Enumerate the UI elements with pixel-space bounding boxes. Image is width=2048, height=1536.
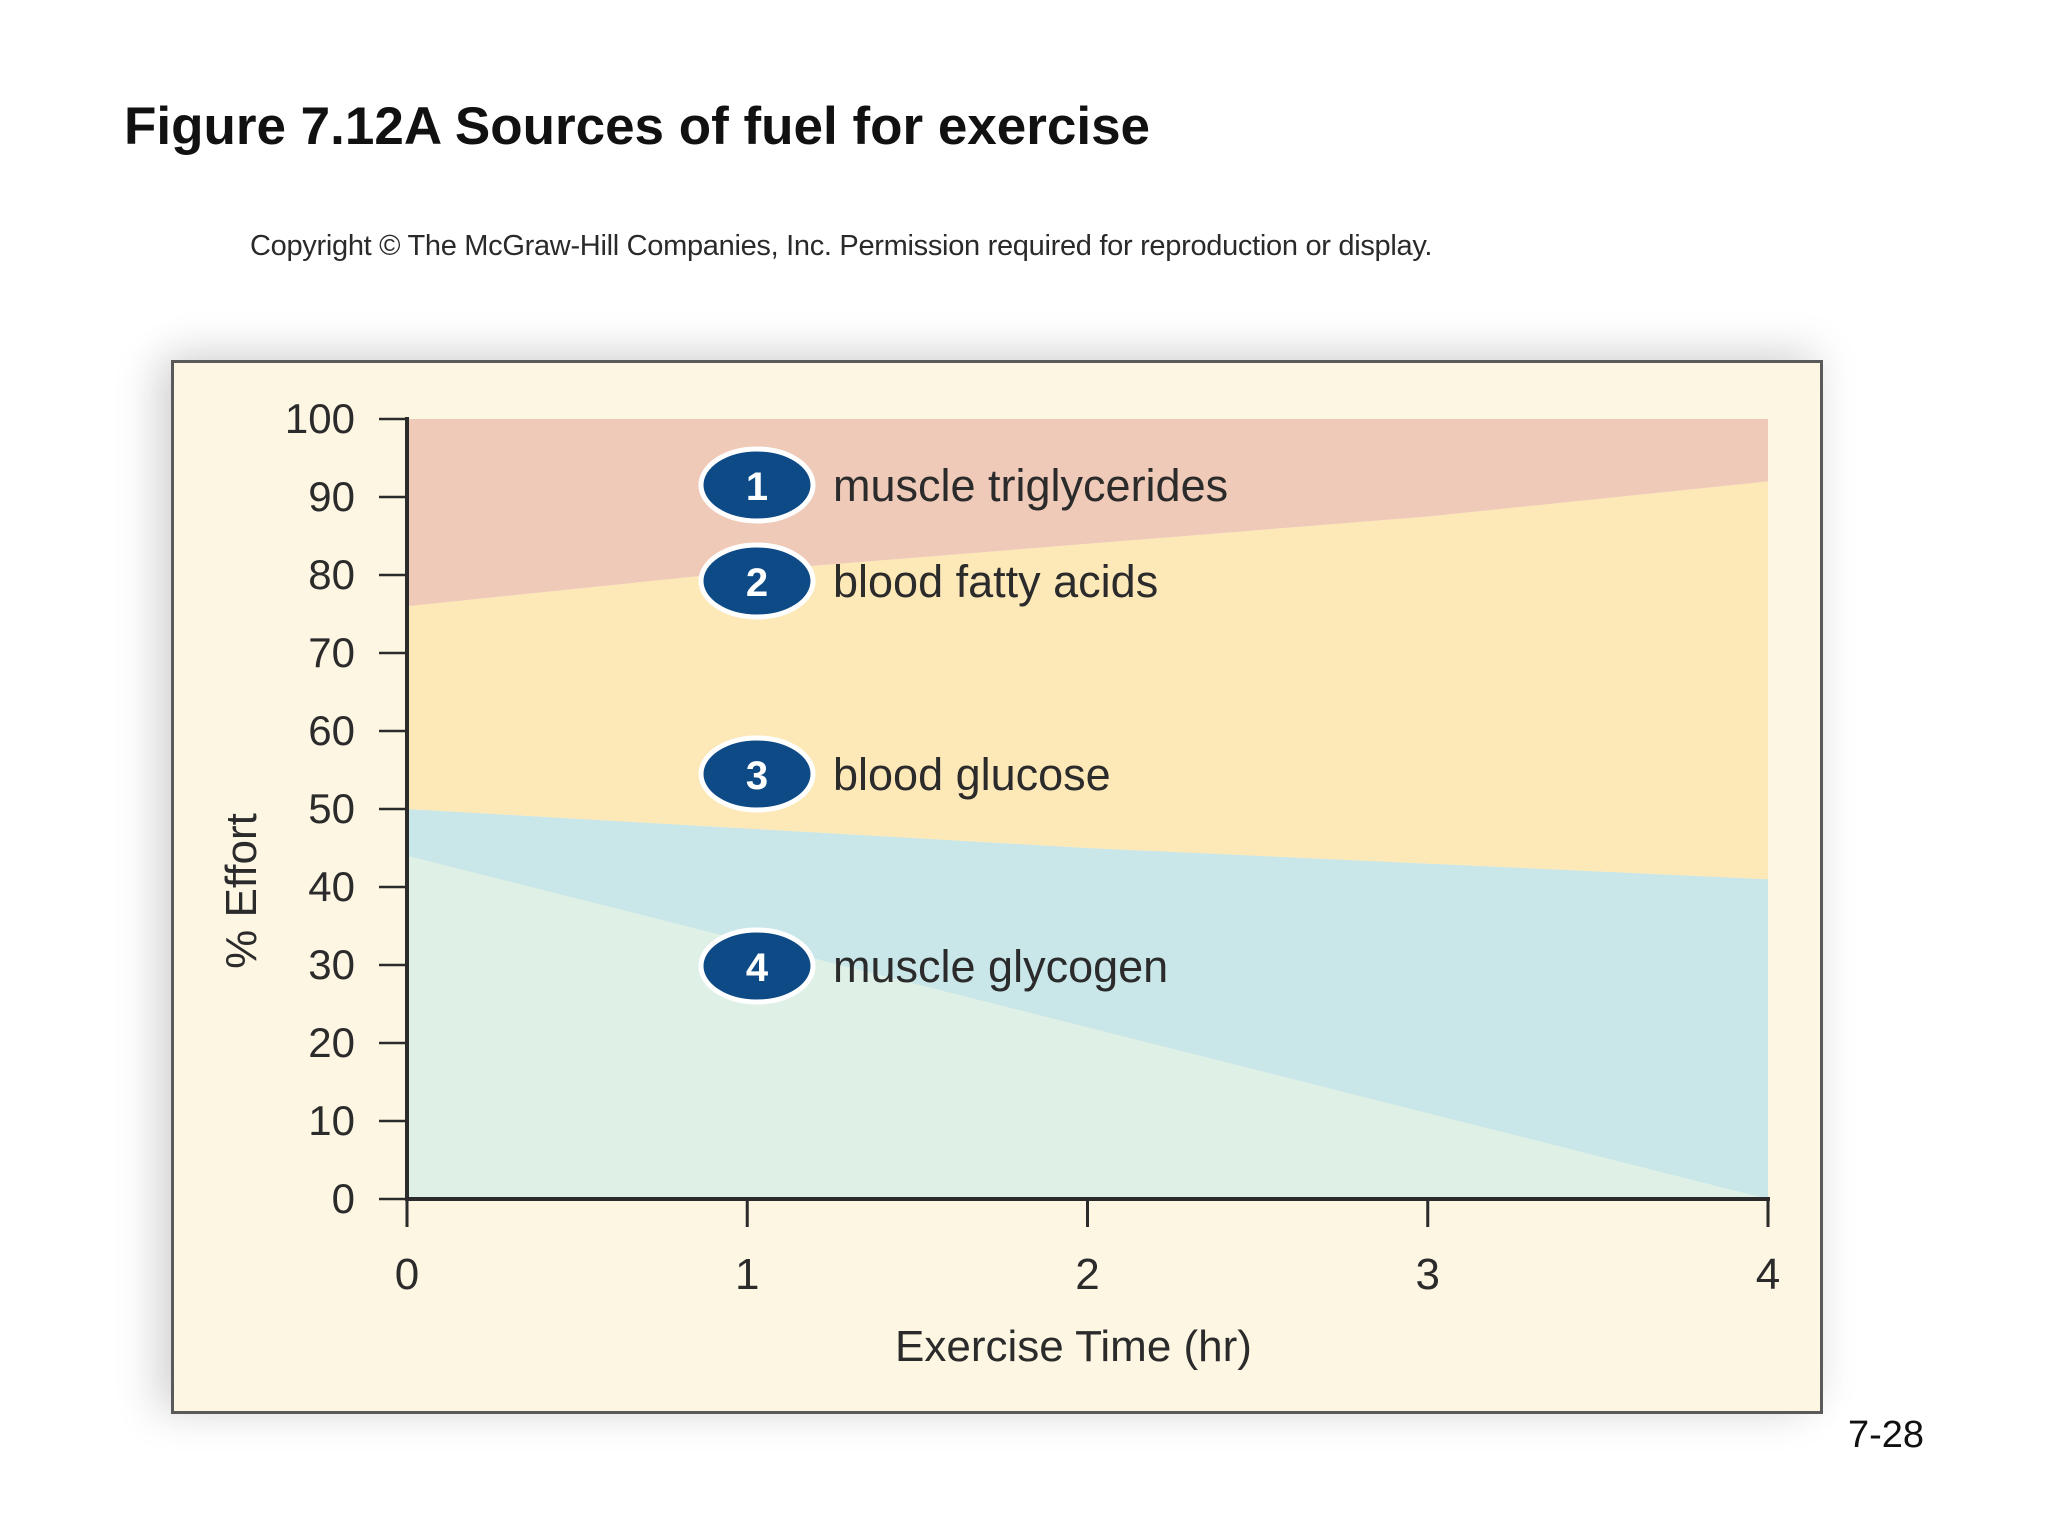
series-labels: 4 muscle glycogen 3 blood glucose 2 blood fat…	[698, 446, 1228, 1005]
series-badge-number: 4	[746, 946, 769, 990]
y-tick-label: 90	[308, 473, 355, 520]
x-tick-label: 1	[735, 1250, 759, 1299]
x-axis-label: Exercise Time (hr)	[895, 1322, 1252, 1371]
x-tick-label: 0	[395, 1250, 419, 1299]
series-badge	[698, 446, 816, 524]
series-badge	[698, 542, 816, 620]
area-blood-glucose	[407, 809, 1768, 1199]
slide-title: Figure 7.12A Sources of fuel for exercis…	[124, 97, 1151, 156]
series-label-text: muscle triglycerides	[833, 460, 1228, 511]
y-tick-label: 10	[308, 1097, 355, 1144]
series-badge	[698, 927, 816, 1005]
copyright-notice: Copyright © The McGraw-Hill Companies, I…	[250, 230, 1433, 262]
series-badge-number: 2	[746, 561, 768, 605]
y-tick-label: 50	[308, 785, 355, 832]
y-tick-label: 0	[332, 1175, 355, 1222]
series-label-text: muscle glycogen	[833, 941, 1168, 992]
x-tick-label: 3	[1416, 1250, 1440, 1299]
area-layers	[407, 419, 1768, 1199]
y-tick-label: 30	[308, 941, 355, 988]
page-number: 7-28	[1848, 1414, 1925, 1456]
series-label-text: blood fatty acids	[833, 556, 1158, 607]
fuel-sources-chart: 0 10 20 30 40 50 60 70 80 90 100 0 1 2 3 4 Exercise Time…	[217, 395, 1780, 1371]
series-label-text: blood glucose	[833, 749, 1111, 800]
chart-panel: 0 10 20 30 40 50 60 70 80 90 100 0 1 2 3 4 Exercise Time…	[171, 360, 1823, 1414]
x-tick-label: 2	[1075, 1250, 1099, 1299]
series-badge-number: 1	[746, 465, 768, 509]
y-tick-label: 70	[308, 629, 355, 676]
y-tick-label: 100	[285, 395, 355, 442]
series-label-blood-glucose: 3 blood glucose	[698, 735, 1111, 813]
y-tick-label: 40	[308, 863, 355, 910]
series-label-muscle-glycogen: 4 muscle glycogen	[698, 927, 1168, 1005]
series-badge-number: 3	[746, 754, 768, 798]
series-label-blood-fatty-acids: 2 blood fatty acids	[698, 542, 1158, 620]
axes: 0 10 20 30 40 50 60 70 80 90 100 0 1 2 3 4 Exercise Time…	[217, 395, 1780, 1371]
x-tick-label: 4	[1756, 1250, 1780, 1299]
y-tick-label: 20	[308, 1019, 355, 1066]
series-label-muscle-triglycerides: 1 muscle triglycerides	[698, 446, 1228, 524]
y-axis-label: % Effort	[217, 813, 266, 969]
y-tick-label: 80	[308, 551, 355, 598]
series-badge	[698, 735, 816, 813]
y-tick-label: 60	[308, 707, 355, 754]
